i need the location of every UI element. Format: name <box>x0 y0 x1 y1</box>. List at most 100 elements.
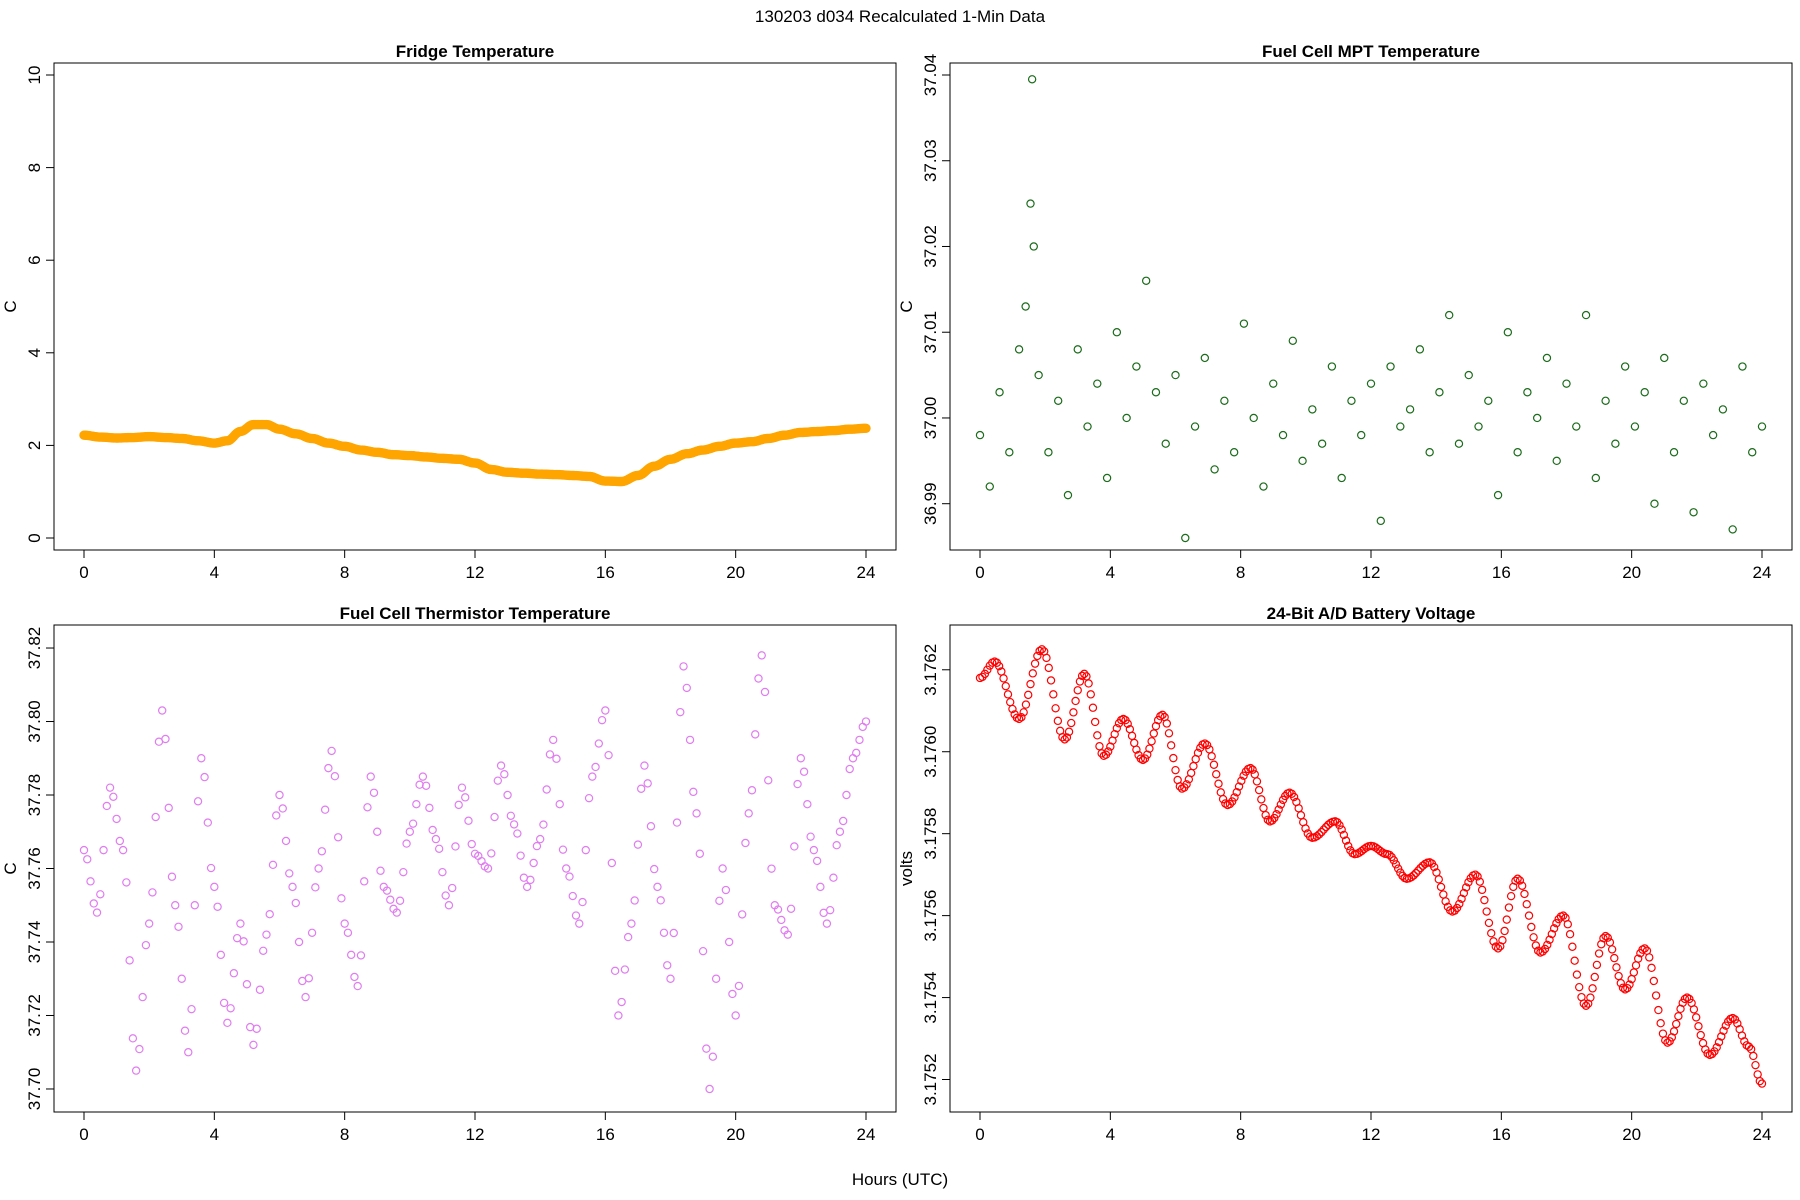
fuel-cell-thermistor-temperature-data-point <box>522 882 532 892</box>
fuel-cell-mpt-temperature-data-point <box>1337 473 1346 483</box>
24-bit-a-d-battery-voltage-data-point <box>1434 875 1443 884</box>
fuel-cell-mpt-temperature-data-point <box>1327 362 1337 371</box>
fuel-cell-thermistor-temperature-data-point <box>705 1084 714 1094</box>
24-bit-a-d-battery-voltage-data-point <box>1500 926 1509 936</box>
24-bit-a-d-battery-voltage-data-point <box>1455 899 1464 909</box>
24-bit-a-d-battery-voltage-data-point <box>1529 933 1538 942</box>
fuel-cell-mpt-temperature-data-point <box>1464 370 1473 380</box>
fuel-cell-mpt-temperature-data-point <box>1630 422 1640 431</box>
24-bit-a-d-battery-voltage-data-point <box>1389 856 1399 865</box>
fuel-cell-thermistor-temperature-data-point <box>578 897 587 907</box>
fuel-cell-mpt-temperature-data-point <box>1757 422 1767 431</box>
24-bit-a-d-battery-voltage-data-point <box>1049 690 1058 699</box>
fuel-cell-mpt-temperature-data-point <box>1093 379 1102 388</box>
fuel-cell-mpt-temperature-data-point <box>1562 379 1571 388</box>
fuel-cell-thermistor-temperature-data-point <box>852 748 861 758</box>
fuel-cell-thermistor-temperature-data-point <box>565 872 574 881</box>
fuel-cell-thermistor-temperature-data-point <box>741 838 750 848</box>
fuel-cell-mpt-temperature-data-point <box>1650 499 1659 508</box>
fuel-cell-thermistor-temperature-data-point <box>86 877 95 886</box>
24-bit-a-d-battery-voltage-y-tick-label: 3.1754 <box>921 972 940 1024</box>
fuel-cell-thermistor-temperature-data-point <box>562 864 571 873</box>
24-bit-a-d-battery-voltage-data-point <box>1511 876 1520 886</box>
fuel-cell-thermistor-temperature-data-point <box>148 888 157 897</box>
fuel-cell-thermistor-temperature-data-point <box>291 898 300 908</box>
fuel-cell-thermistor-temperature-data-point <box>301 992 310 1002</box>
24-bit-a-d-battery-voltage-data-point <box>1257 795 1266 804</box>
24-bit-a-d-battery-voltage-data-point <box>1205 745 1214 754</box>
fuel-cell-thermistor-temperature-data-point <box>171 901 180 910</box>
fuel-cell-thermistor-temperature-data-point <box>793 779 802 789</box>
24-bit-a-d-battery-voltage-data-point <box>1051 704 1060 713</box>
fuel-cell-thermistor-temperature-data-point <box>438 867 447 877</box>
fuel-cell-thermistor-temperature-data-point <box>216 950 226 960</box>
24-bit-a-d-battery-voltage-data-point <box>1017 713 1026 722</box>
24-bit-a-d-battery-voltage-data-point <box>1416 863 1425 873</box>
fuel-cell-mpt-temperature-data-point <box>1738 362 1747 371</box>
24-bit-a-d-battery-voltage-data-point <box>1276 800 1286 809</box>
fuel-cell-thermistor-temperature-data-point <box>751 730 760 739</box>
fuel-cell-mpt-temperature-data-point <box>1083 422 1092 431</box>
fuel-cell-thermistor-temperature-data-point <box>128 1034 138 1043</box>
fuel-cell-thermistor-temperature-data-point <box>679 662 688 671</box>
fuel-cell-thermistor-temperature-data-point <box>698 946 708 956</box>
24-bit-a-d-battery-voltage-data-point <box>1618 983 1628 992</box>
fuel-cell-thermistor-temperature-data-point <box>685 735 695 745</box>
fridge-temperature-y-tick-label: 0 <box>25 533 44 542</box>
24-bit-a-d-battery-voltage-data-point <box>1212 770 1221 779</box>
24-bit-a-d-battery-voltage-data-point <box>1464 878 1473 887</box>
24-bit-a-d-battery-voltage-data-point <box>1234 782 1244 791</box>
24-bit-a-d-battery-voltage-data-point <box>994 661 1004 671</box>
24-bit-a-d-battery-voltage-data-point <box>1450 906 1459 915</box>
fuel-cell-thermistor-temperature-data-point <box>760 687 770 697</box>
fuel-cell-thermistor-temperature-data-point <box>112 814 121 824</box>
fuel-cell-thermistor-temperature-data-point <box>588 772 597 781</box>
fuel-cell-thermistor-temperature-data-point <box>708 1052 718 1061</box>
24-bit-a-d-battery-voltage-data-point <box>1633 954 1643 963</box>
fuel-cell-thermistor-temperature-data-point <box>83 855 92 864</box>
24-bit-a-d-battery-voltage-data-point <box>1001 681 1010 691</box>
fuel-cell-thermistor-temperature-data-point <box>695 849 705 858</box>
fuel-cell-thermistor-temperature-data-point <box>764 776 773 785</box>
fuel-cell-mpt-temperature-data-point <box>1493 490 1503 500</box>
24-bit-a-d-battery-voltage-data-point <box>1073 686 1082 695</box>
24-bit-a-d-battery-voltage-y-tick-label: 3.1760 <box>921 726 940 778</box>
24-bit-a-d-battery-voltage-data-point <box>1393 864 1403 873</box>
24-bit-a-d-battery-voltage-data-point <box>1717 1032 1726 1041</box>
24-bit-a-d-battery-voltage-data-point <box>983 665 992 674</box>
fuel-cell-mpt-temperature-data-point <box>1474 422 1483 431</box>
fuel-cell-mpt-temperature-data-point <box>1132 362 1141 371</box>
fuel-cell-thermistor-temperature-data-point <box>816 882 825 892</box>
24-bit-a-d-battery-voltage-data-point <box>1612 963 1621 972</box>
fuel-cell-thermistor-temperature-x-tick-label: 24 <box>857 1125 876 1144</box>
24-bit-a-d-battery-voltage-data-point <box>1162 719 1172 728</box>
fuel-cell-thermistor-temperature-data-point <box>157 706 167 715</box>
24-bit-a-d-battery-voltage-data-point <box>1475 877 1485 886</box>
fuel-cell-mpt-temperature-data-point <box>1044 448 1053 457</box>
fuel-cell-thermistor-temperature-data-point <box>506 811 516 820</box>
24-bit-a-d-battery-voltage-data-point <box>1319 825 1328 834</box>
fridge-temperature-x-tick-label: 8 <box>340 563 349 582</box>
fuel-cell-mpt-temperature-data-point <box>1484 396 1493 406</box>
24-bit-a-d-battery-voltage-data-point <box>1301 824 1310 833</box>
fuel-cell-thermistor-temperature-data-point <box>203 818 213 827</box>
fuel-cell-thermistor-temperature-data-point <box>425 803 434 813</box>
24-bit-a-d-battery-voltage-data-point <box>1538 947 1547 956</box>
fuel-cell-mpt-temperature-data-point <box>1396 422 1405 431</box>
24-bit-a-d-battery-voltage-data-point <box>1033 651 1042 661</box>
fuel-cell-thermistor-temperature-x-tick-label: 12 <box>466 1125 485 1144</box>
fuel-cell-mpt-temperature-data-point <box>1718 405 1728 414</box>
24-bit-a-d-battery-voltage-data-point <box>1663 1038 1672 1047</box>
24-bit-a-d-battery-voltage-data-point <box>1482 907 1491 916</box>
24-bit-a-d-battery-voltage-data-point <box>1654 1005 1663 1015</box>
24-bit-a-d-battery-voltage-data-point <box>1003 690 1013 699</box>
24-bit-a-d-battery-voltage-data-point <box>1164 729 1174 738</box>
fuel-cell-mpt-temperature-data-point <box>1357 430 1366 440</box>
fuel-cell-thermistor-temperature-data-point <box>614 1011 623 1020</box>
fuel-cell-mpt-temperature-y-tick-label: 36.99 <box>921 482 940 525</box>
fuel-cell-mpt-temperature-data-point <box>1220 396 1229 406</box>
24-bit-a-d-battery-voltage-data-point <box>1565 930 1575 939</box>
24-bit-a-d-battery-voltage-y-tick-label: 3.1762 <box>921 644 940 696</box>
fuel-cell-thermistor-temperature-data-point <box>737 910 747 919</box>
fuel-cell-thermistor-temperature-data-point <box>369 788 379 797</box>
